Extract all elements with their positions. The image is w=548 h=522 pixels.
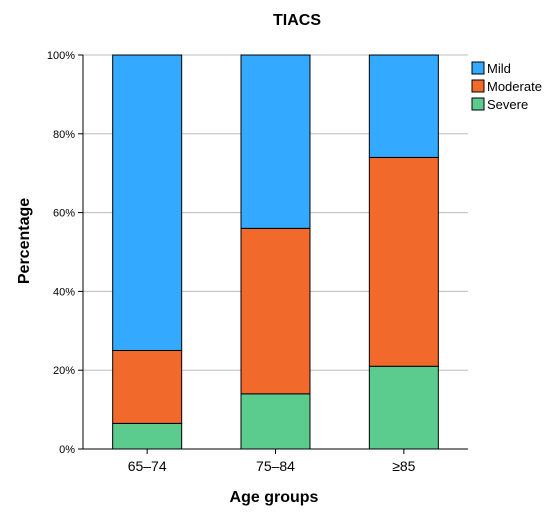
y-tick-label: 40% <box>53 286 75 298</box>
x-tick-label: ≥85 <box>392 458 415 474</box>
y-tick-label: 20% <box>53 365 75 377</box>
legend-swatch <box>471 79 485 93</box>
bar-segment-severe <box>368 365 439 450</box>
x-tick-label: 75–84 <box>256 458 295 474</box>
y-tick-label: 100% <box>47 50 75 62</box>
legend-swatch <box>471 61 485 75</box>
x-axis-title: Age groups <box>230 489 319 506</box>
x-tick-labels: 65–74 75–84 ≥85 <box>128 449 416 474</box>
y-tick-label: 60% <box>53 208 75 220</box>
chart-title: TIACS <box>273 12 321 29</box>
legend-label: Mild <box>487 61 511 76</box>
bar-segment-mild <box>368 54 439 158</box>
legend-label: Moderate <box>487 79 542 94</box>
bar-segment-moderate <box>368 156 439 367</box>
bar-segment-moderate <box>112 350 183 424</box>
y-tick-label: 0% <box>59 444 75 456</box>
bar-segment-moderate <box>240 227 311 395</box>
legend-label: Severe <box>487 97 528 112</box>
legend: Mild Moderate Severe <box>471 61 542 112</box>
y-tick-label: 80% <box>53 129 75 141</box>
bar-segment-mild <box>240 54 311 229</box>
bar-segment-mild <box>112 54 183 351</box>
legend-swatch <box>471 97 485 111</box>
bar-segment-severe <box>112 422 183 450</box>
y-tick-labels: 0% 20% 40% 60% 80% 100% <box>47 50 83 456</box>
y-axis-title: Percentage <box>16 198 33 284</box>
bars <box>112 54 439 450</box>
bar-segment-severe <box>240 393 311 450</box>
x-tick-label: 65–74 <box>128 458 167 474</box>
